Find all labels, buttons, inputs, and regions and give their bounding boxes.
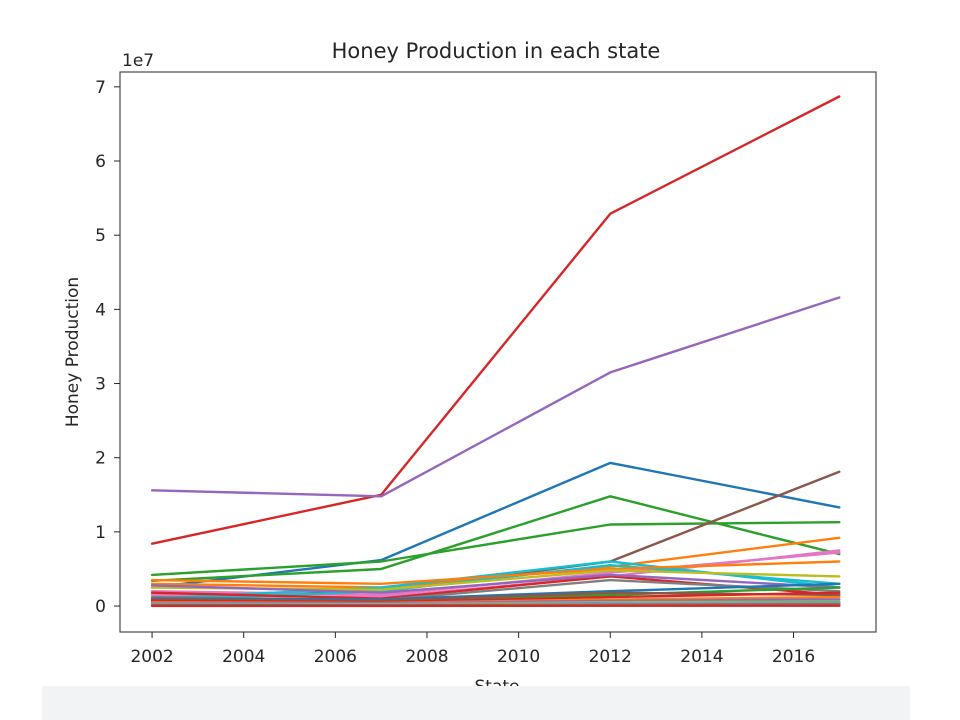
y-tick-label: 2 (95, 449, 106, 469)
y-axis-label: Honey Production (63, 277, 83, 427)
y-tick-label: 7 (95, 78, 106, 98)
series-line-2 (150, 296, 841, 498)
x-tick-label: 2010 (497, 647, 540, 667)
series-line-12 (150, 560, 841, 585)
series-line-1 (150, 95, 841, 545)
x-tick-label: 2014 (680, 647, 723, 667)
x-tick-label: 2002 (130, 647, 173, 667)
series-line-15 (150, 573, 841, 594)
series-line-5 (150, 521, 841, 577)
output-footer-bar (42, 686, 910, 720)
x-axis-ticks: 2002 2004 2006 2008 2010 2012 2014 2016 (130, 632, 815, 667)
y-axis-ticks: 0 1 2 3 4 5 6 7 (95, 78, 120, 617)
y-tick-label: 3 (95, 375, 106, 395)
x-tick-label: 2016 (772, 647, 815, 667)
y-offset-text: 1e7 (122, 51, 154, 71)
series-line-4 (150, 495, 841, 582)
series-layer (150, 95, 841, 608)
chart-title: Honey Production in each state (332, 39, 661, 63)
y-tick-label: 0 (95, 597, 106, 617)
y-tick-label: 1 (95, 523, 106, 543)
y-tick-label: 4 (95, 300, 106, 320)
x-tick-label: 2004 (222, 647, 265, 667)
plot-frame (119, 71, 877, 633)
y-tick-label: 6 (95, 152, 106, 172)
y-tick-label: 5 (95, 226, 106, 246)
x-tick-label: 2008 (405, 647, 448, 667)
x-tick-label: 2006 (314, 647, 357, 667)
x-tick-label: 2012 (589, 647, 632, 667)
